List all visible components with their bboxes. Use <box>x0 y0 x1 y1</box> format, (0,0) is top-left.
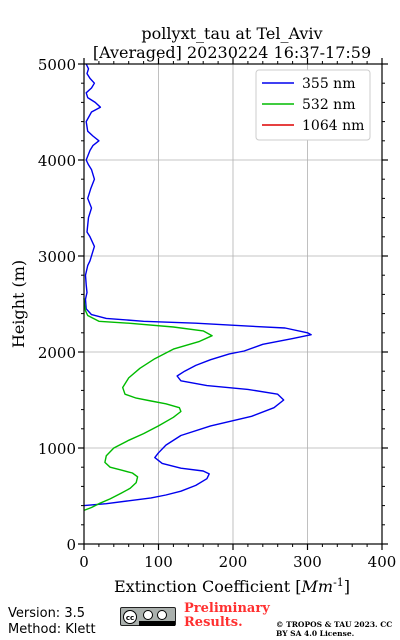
x-tick-label: 400 <box>368 553 397 571</box>
y-axis-label: Height (m) <box>9 260 28 348</box>
method-text: Method: Klett <box>8 622 96 637</box>
legend-label: 532 nm <box>302 97 355 113</box>
x-tick-label: 100 <box>144 553 173 571</box>
series-layer <box>83 63 312 512</box>
sa-icon <box>157 610 167 620</box>
x-tick-label: 0 <box>79 553 89 571</box>
y-tick-label: 3000 <box>38 248 76 266</box>
axis-ticks <box>78 58 388 550</box>
series-line-532-nm <box>83 298 213 512</box>
cc-license-badge: cc <box>120 607 176 626</box>
chart-title: pollyxt_tau at Tel_Aviv <box>141 24 322 43</box>
y-tick-label: 0 <box>66 536 76 554</box>
y-tick-label: 1000 <box>38 440 76 458</box>
chart-subtitle: [Averaged] 20230224 16:37-17:59 <box>93 43 371 62</box>
x-tick-label: 300 <box>293 553 322 571</box>
y-tick-label: 4000 <box>38 152 76 170</box>
preliminary-results-text: Preliminary Results. <box>184 601 270 630</box>
series-line-355-nm <box>83 63 312 507</box>
legend-label: 1064 nm <box>302 118 364 134</box>
copyright-text: © TROPOS & TAU 2023. CC BY SA 4.0 Licens… <box>276 620 393 638</box>
y-tick-label: 2000 <box>38 344 76 362</box>
chart-svg: pollyxt_tau at Tel_Aviv [Averaged] 20230… <box>9 24 397 597</box>
legend-label: 355 nm <box>302 76 355 92</box>
x-tick-label: 200 <box>219 553 248 571</box>
cc-icon: cc <box>123 610 137 624</box>
legend-box <box>255 69 371 141</box>
y-tick-label: 5000 <box>38 56 76 74</box>
legend: 355 nm 532 nm 1064 nm <box>255 69 371 141</box>
by-icon <box>143 610 153 620</box>
x-axis-label: Extinction Coefficient [Mm-1] <box>114 576 350 597</box>
license-strip <box>139 621 175 626</box>
version-text: Version: 3.5 <box>8 606 85 621</box>
